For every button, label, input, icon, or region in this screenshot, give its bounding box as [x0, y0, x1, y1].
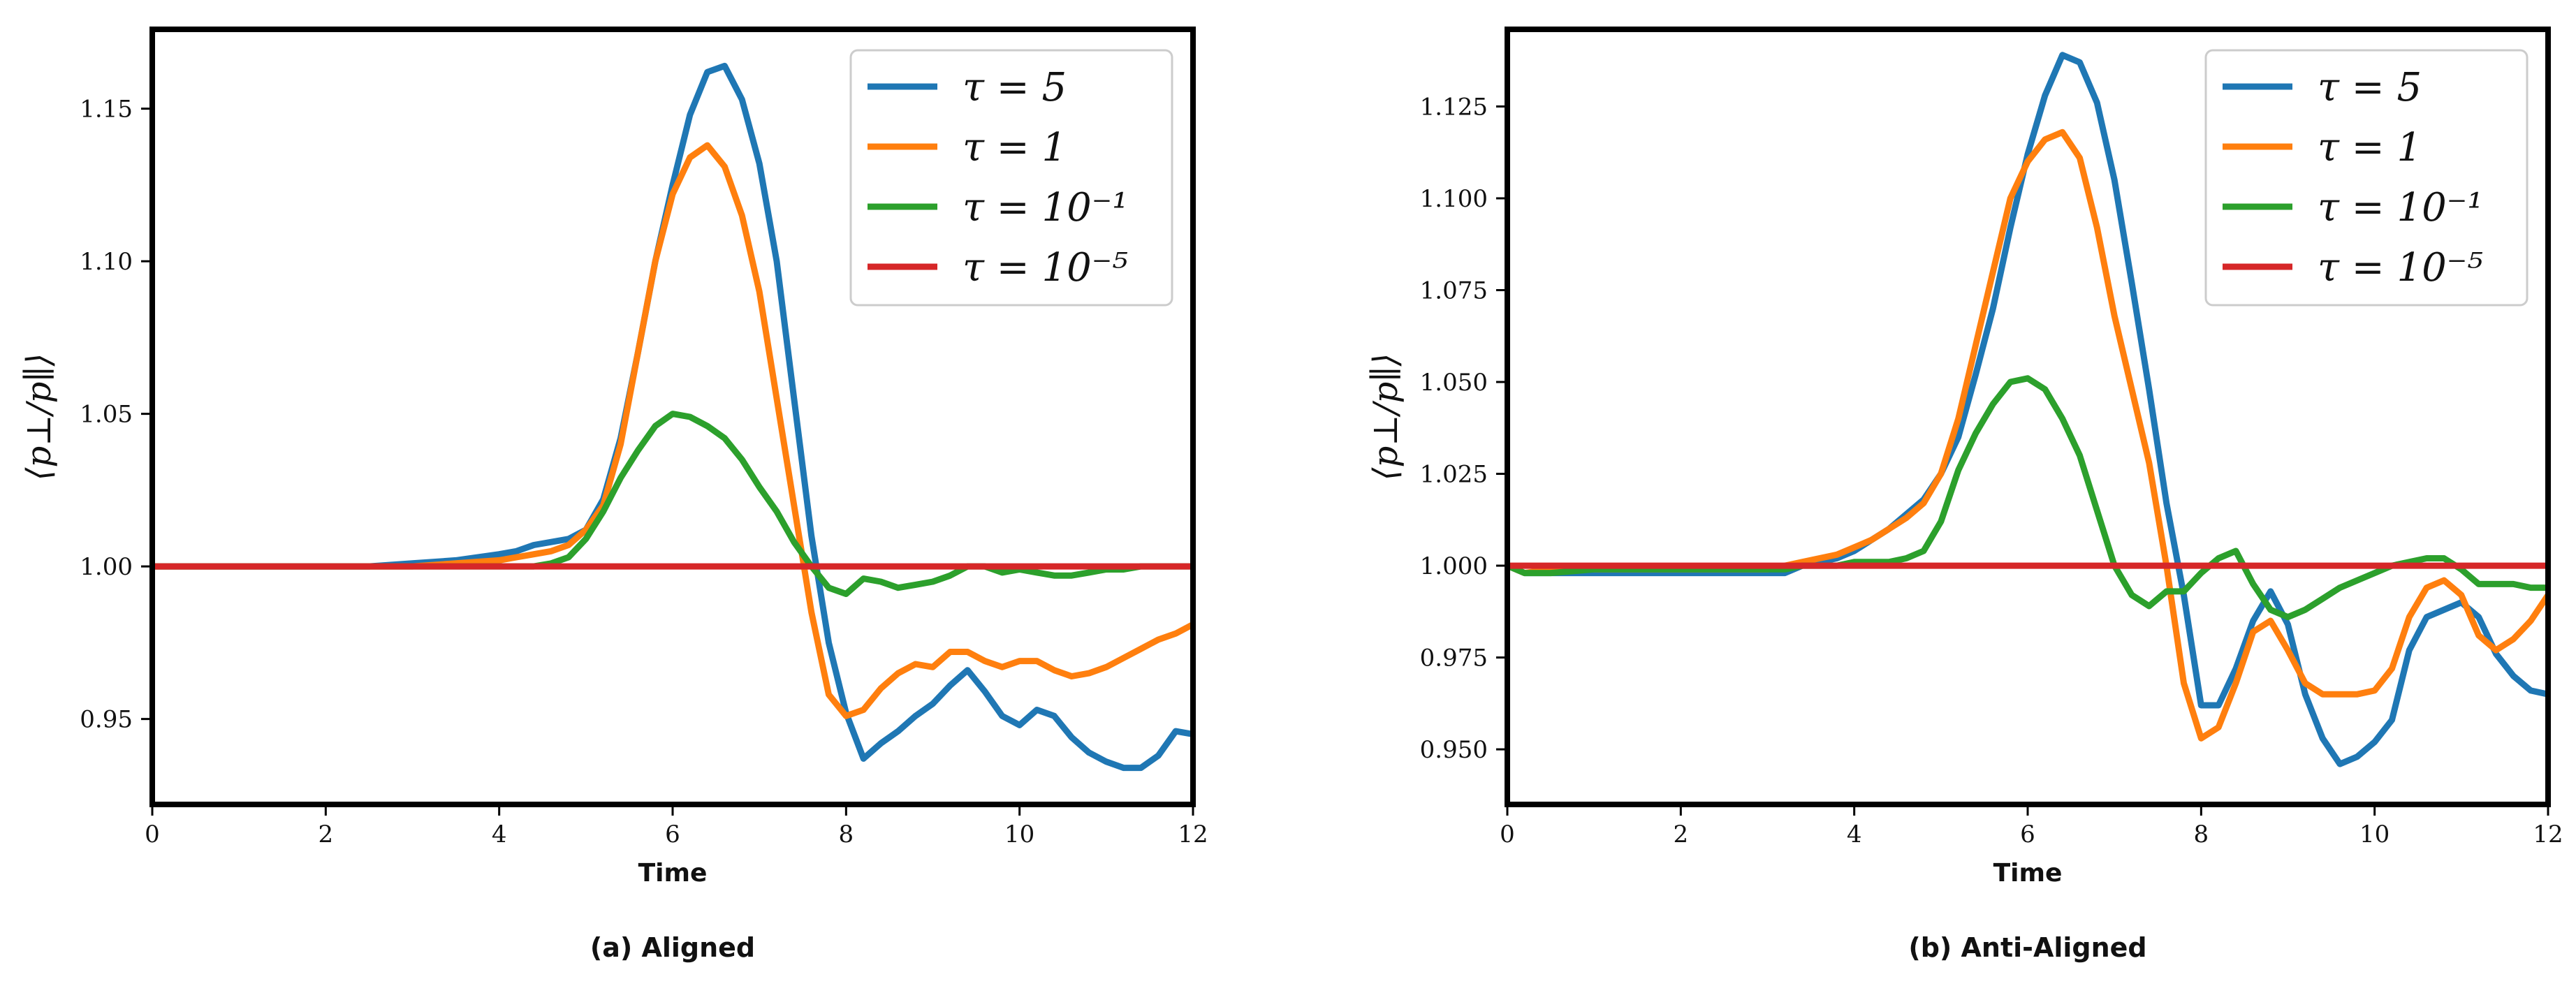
x-tick-label: 12 [1178, 821, 1208, 848]
x-tick-label: 10 [2359, 821, 2390, 848]
x-tick-label: 12 [2533, 821, 2563, 848]
x-tick-label: 2 [319, 821, 334, 848]
legend-box [849, 49, 1173, 307]
y-tick-label: 1.15 [80, 96, 133, 124]
series-lines [1507, 52, 2548, 767]
y-tick-label: 0.95 [80, 706, 133, 734]
panel-caption: (b) Anti-Aligned [1908, 932, 2146, 963]
legend-label: τ = 10⁻⁵ [2318, 245, 2483, 290]
series-line-0 [152, 62, 1193, 772]
y-tick-label: 0.975 [1420, 645, 1488, 672]
series-lines [152, 62, 1193, 772]
x-tick-label: 10 [1004, 821, 1034, 848]
y-tick-label: 1.05 [80, 401, 133, 429]
y-tick-label: 1.125 [1420, 93, 1488, 121]
legend-label: τ = 10⁻⁵ [963, 245, 1128, 290]
y-tick-label: 1.050 [1420, 369, 1488, 397]
legend-box [2204, 49, 2529, 307]
x-axis-label: Time [638, 859, 708, 888]
legend-label: τ = 5 [2318, 65, 2422, 110]
legend-label: τ = 10⁻¹ [963, 185, 1128, 230]
y-tick-label: 1.10 [80, 248, 133, 276]
x-tick-label: 2 [1674, 821, 1689, 848]
y-axis-label: ⟨p⊥/p∥⟩ [20, 353, 59, 480]
x-tick-label: 6 [665, 821, 680, 848]
x-tick-label: 4 [492, 821, 507, 848]
y-axis-label: ⟨p⊥/p∥⟩ [1366, 353, 1405, 480]
axes-frame [149, 27, 1196, 807]
x-tick-label: 8 [2194, 821, 2209, 848]
legend: τ = 5 τ = 1 τ = 10⁻¹ τ = 10⁻⁵ [849, 49, 1173, 307]
legend: τ = 5 τ = 1 τ = 10⁻¹ τ = 10⁻⁵ [2204, 49, 2529, 307]
x-tick-label: 4 [1847, 821, 1862, 848]
panel-anti-aligned: 0 2 4 6 8 10 12 0.950 0.975 1.000 1.025 1.050 1.075 1… [1366, 27, 2563, 963]
panel-aligned: 0 2 4 6 8 10 12 0.95 1.00 1.05 1.10 1.15 Time ⟨p⊥/p∥⟩… [20, 27, 1208, 963]
legend-label: τ = 10⁻¹ [2318, 185, 2483, 230]
panel-caption: (a) Aligned [590, 932, 755, 963]
y-tick-label: 1.000 [1420, 552, 1488, 580]
x-axis-label: Time [1993, 859, 2063, 888]
legend-label: τ = 1 [2318, 125, 2422, 170]
x-tick-label: 8 [839, 821, 854, 848]
x-tick-label: 0 [1500, 821, 1515, 848]
y-tick-label: 1.075 [1420, 277, 1488, 305]
x-tick-label: 6 [2020, 821, 2035, 848]
legend-label: τ = 5 [963, 65, 1067, 110]
y-tick-label: 1.00 [80, 553, 133, 581]
y-tick-label: 1.100 [1420, 185, 1488, 213]
legend-label: τ = 1 [963, 125, 1067, 170]
y-tick-label: 1.025 [1420, 461, 1488, 489]
axes-frame [1505, 27, 2551, 807]
y-tick-label: 0.950 [1420, 736, 1488, 764]
x-tick-label: 0 [145, 821, 160, 848]
series-line-1 [152, 142, 1193, 719]
